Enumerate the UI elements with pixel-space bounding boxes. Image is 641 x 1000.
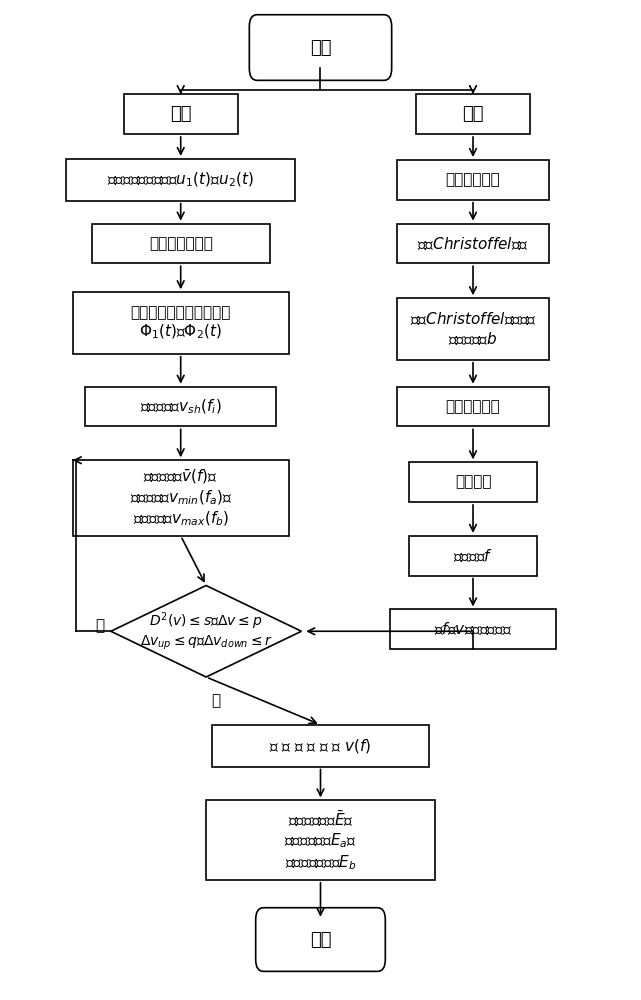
Bar: [66, 159, 295, 201]
Bar: [85, 387, 276, 426]
Text: 实验: 实验: [170, 105, 192, 123]
Text: 绝对杨氏模量$\bar{E}$、
最小杨氏模量$E_a$、
和最大杨氏模量$E_b$: 绝对杨氏模量$\bar{E}$、 最小杨氏模量$E_a$、 和最大杨氏模量$E_…: [284, 809, 357, 872]
Bar: [72, 460, 288, 536]
Bar: [206, 800, 435, 880]
Polygon shape: [111, 586, 301, 677]
FancyBboxPatch shape: [249, 15, 392, 80]
Text: $D^2(v)\leq s$、$\Delta v\leq p$
$\Delta v_{up}\leq q$、$\Delta v_{down}\leq r$: $D^2(v)\leq s$、$\Delta v\leq p$ $\Delta …: [140, 610, 272, 652]
Bar: [212, 725, 429, 767]
Text: 开始: 开始: [310, 39, 331, 57]
Bar: [390, 609, 556, 649]
Text: 结束: 结束: [310, 931, 331, 949]
Text: 计算波矢: 计算波矢: [454, 475, 491, 490]
Text: 实验相速度$v_{sh}(f_i)$: 实验相速度$v_{sh}(f_i)$: [140, 397, 222, 416]
Bar: [416, 94, 530, 134]
Bar: [72, 292, 288, 354]
Bar: [397, 224, 549, 263]
Text: 理论: 理论: [462, 105, 484, 123]
Text: 边界条件求解: 边界条件求解: [445, 399, 501, 414]
Text: 傅里叶变换获得相频信号
$\Phi_1(t)$和$\Phi_2(t)$: 傅里叶变换获得相频信号 $\Phi_1(t)$和$\Phi_2(t)$: [131, 305, 231, 341]
Text: 测量拾振点位移信号$u_1(t)$和$u_2(t)$: 测量拾振点位移信号$u_1(t)$和$u_2(t)$: [107, 171, 254, 189]
Text: 信号放大与滤波: 信号放大与滤波: [149, 236, 213, 251]
Bar: [397, 387, 549, 426]
Text: 替 换 模 型 速 度 $v(f)$: 替 换 模 型 速 度 $v(f)$: [269, 737, 372, 755]
Text: 否: 否: [96, 618, 104, 633]
FancyBboxPatch shape: [256, 908, 385, 971]
Bar: [124, 94, 238, 134]
Text: 拟合相速度$\bar{v}(f)$，
最小相速度$v_{min}(f_a)$，
最大相速度$v_{max}(f_b)$: 拟合相速度$\bar{v}(f)$， 最小相速度$v_{min}(f_a)$， …: [129, 468, 232, 528]
Text: 计算频率$f$: 计算频率$f$: [453, 547, 493, 564]
Text: 计算$\mathit{Christoffel}$方程: 计算$\mathit{Christoffel}$方程: [417, 235, 529, 252]
Bar: [397, 160, 549, 200]
Bar: [410, 462, 537, 502]
Text: 设置初始条件: 设置初始条件: [445, 172, 501, 187]
Bar: [410, 536, 537, 576]
Text: 求解$\mathit{Christoffel}$方程，计
算衰减系数$b$: 求解$\mathit{Christoffel}$方程，计 算衰减系数$b$: [410, 311, 537, 347]
Bar: [92, 224, 270, 263]
Text: 由$f$和$v$绘制色散曲线: 由$f$和$v$绘制色散曲线: [434, 621, 512, 638]
Text: 是: 是: [211, 693, 221, 708]
Bar: [397, 298, 549, 360]
